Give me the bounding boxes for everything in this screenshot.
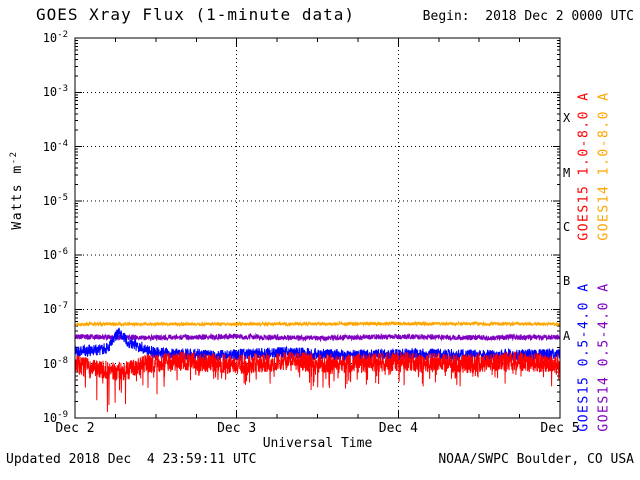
y-axis-label-text: Watts m [10, 164, 26, 230]
series-label-goes14-long: GOES14 1.0-8.0 A [596, 91, 612, 241]
x-tick-label-dec-2: Dec 2 [55, 421, 95, 436]
series-label-goes15-long: GOES15 1.0-8.0 A [576, 91, 592, 241]
y-tick-label-1e-4: 10-4 [42, 138, 68, 154]
trace-goes14-long [75, 320, 560, 328]
flare-class-label-A: A [563, 328, 571, 343]
y-axis-label: Watts m-2 [9, 150, 25, 229]
y-tick-label-1e-7: 10-7 [42, 301, 68, 317]
y-tick-label-1e-6: 10-6 [42, 247, 68, 263]
y-axis-label-exponent: -2 [8, 150, 19, 165]
flare-class-label-B: B [563, 274, 571, 289]
y-tick-label-1e-3: 10-3 [42, 84, 68, 100]
x-tick-label-dec-4: Dec 4 [378, 421, 418, 436]
flare-class-label-C: C [563, 220, 571, 234]
series-label-goes14-short: GOES14 0.5-4.0 A [596, 282, 612, 432]
traces [75, 320, 560, 413]
trace-goes14-short [75, 332, 560, 343]
y-tick-label-1e-8: 10-8 [42, 355, 68, 371]
chart-title: GOES Xray Flux (1-minute data) [36, 5, 355, 24]
y-tick-label-1e-2: 10-2 [42, 30, 68, 45]
begin-timestamp: Begin: 2018 Dec 2 0000 UTC [422, 9, 634, 24]
updated-timestamp: Updated 2018 Dec 4 23:59:11 UTC [6, 452, 257, 467]
flare-class-label-M: M [563, 165, 571, 180]
flare-class-label-X: X [563, 111, 571, 126]
x-axis-label: Universal Time [262, 436, 373, 451]
x-tick-label-dec-3: Dec 3 [217, 421, 257, 436]
plot-border [74, 37, 561, 419]
x-tick-label-dec-5: Dec 5 [540, 421, 580, 436]
trace-goes15-long [75, 350, 560, 413]
source-credit: NOAA/SWPC Boulder, CO USA [438, 452, 634, 467]
y-tick-label-1e-5: 10-5 [42, 192, 68, 208]
y-tick-label-1e-9: 10-9 [42, 410, 68, 425]
series-label-goes15-short: GOES15 0.5-4.0 A [576, 282, 592, 432]
